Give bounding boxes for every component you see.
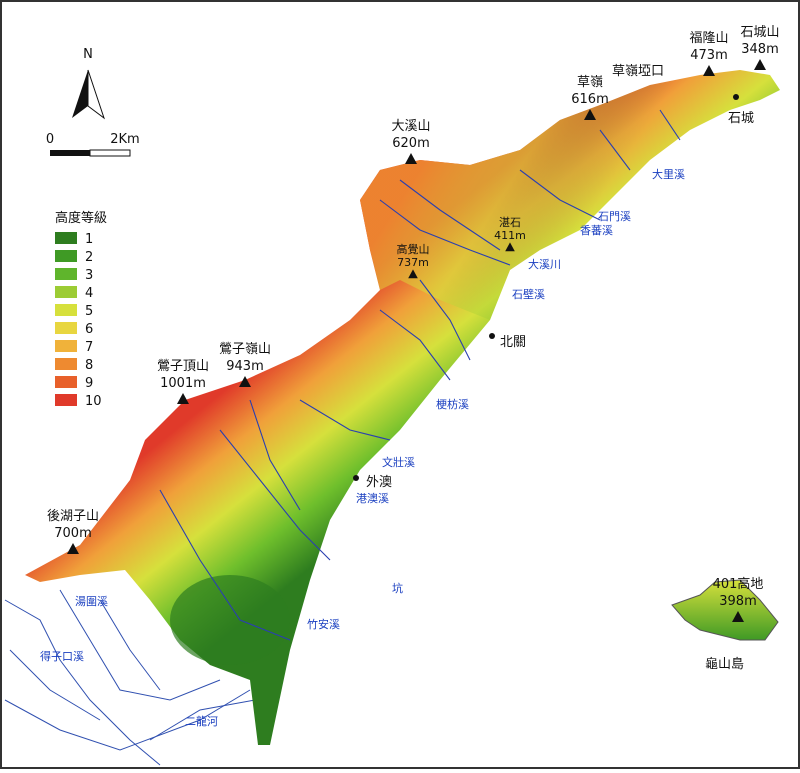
- place: 石城: [728, 111, 754, 126]
- peak-marker: [732, 611, 744, 622]
- legend-label: 5: [85, 304, 93, 319]
- peak-height: 473m: [690, 48, 727, 63]
- peak-name: 大溪山: [391, 119, 430, 134]
- peak-height: 700m: [54, 526, 91, 541]
- peak-marker: [703, 65, 715, 76]
- place: 龜山島: [705, 657, 744, 672]
- peak-marker: [239, 376, 251, 387]
- legend-label: 8: [85, 358, 93, 373]
- legend-label: 3: [85, 268, 93, 283]
- lowland: [170, 575, 290, 665]
- peak-name: 後湖子山: [47, 509, 99, 524]
- land: [25, 70, 780, 745]
- river-label: 石壁溪: [512, 287, 545, 301]
- legend-swatch: [55, 340, 77, 352]
- river-label: 竹安溪: [307, 617, 340, 631]
- legend-swatch: [55, 268, 77, 280]
- peak-marker: [67, 543, 79, 554]
- river-label: 石門溪: [598, 210, 631, 223]
- peak-name: 石城山: [740, 25, 779, 40]
- peak-height: 737m: [397, 256, 429, 269]
- peak-name: 鶯子頂山: [157, 359, 209, 374]
- peak-marker: [505, 242, 515, 252]
- peak-name: 湛石: [499, 216, 521, 229]
- place-dot: [353, 475, 359, 481]
- peak-name: 高覺山: [397, 242, 430, 256]
- legend-swatch: [55, 304, 77, 316]
- peak-marker: [584, 109, 596, 120]
- peak-height: 616m: [571, 92, 608, 107]
- river-label: 坑: [392, 581, 403, 595]
- scale-start: 0: [46, 132, 54, 147]
- peak-height: 1001m: [160, 376, 206, 391]
- river-label: 文壯溪: [382, 455, 415, 469]
- legend-label: 2: [85, 250, 93, 265]
- peak-height: 411m: [494, 229, 526, 242]
- peak-name: 福隆山: [689, 31, 728, 46]
- legend-swatch: [55, 358, 77, 370]
- peak-marker: [177, 393, 189, 404]
- peak-marker: [754, 59, 766, 70]
- peak-name: 草嶺: [577, 75, 603, 90]
- north-arrow: [50, 69, 131, 157]
- legend-label: 4: [85, 286, 93, 301]
- peak-height: 943m: [226, 359, 263, 374]
- legend-label: 1: [85, 232, 93, 247]
- legend-swatch: [55, 322, 77, 334]
- peak-height: 620m: [392, 136, 429, 151]
- north: N: [83, 47, 93, 62]
- plain-rivers: [4, 589, 256, 766]
- legend: 1 2 3 4 5 6 7 8 9 10: [55, 232, 102, 409]
- peak-marker: [408, 269, 418, 279]
- legend-swatch: [55, 376, 77, 388]
- legend-title: 高度等級: [55, 210, 107, 226]
- legend-label: 10: [85, 394, 102, 409]
- place: 北關: [500, 335, 526, 350]
- river-label: 大溪川: [528, 257, 561, 271]
- rivers: [159, 109, 681, 641]
- island: [671, 579, 779, 641]
- river-label: 梗枋溪: [436, 397, 469, 411]
- peak-height: 398m: [719, 594, 756, 609]
- legend-swatch: [55, 286, 77, 298]
- river-label: 港澳溪: [356, 492, 389, 505]
- scale-end: 2Km: [110, 132, 139, 147]
- river-label: 二龍河: [185, 714, 218, 728]
- place: 外澳: [366, 474, 392, 490]
- place-dot: [489, 333, 495, 339]
- legend-swatch: [55, 232, 77, 244]
- peak-height: 348m: [741, 42, 778, 57]
- river-label: 大里溪: [652, 167, 685, 181]
- peak-name: 401高地: [713, 576, 764, 592]
- legend-label: 6: [85, 322, 93, 337]
- legend-label: 7: [85, 340, 93, 355]
- legend-label: 9: [85, 376, 93, 391]
- river-label: 得子口溪: [40, 650, 84, 663]
- legend-swatch: [55, 250, 77, 262]
- river-label: 湯圍溪: [75, 595, 108, 608]
- place: 草嶺埡口: [612, 64, 664, 79]
- peak-marker: [405, 153, 417, 164]
- place-dot: [733, 94, 739, 100]
- river-label: 香蕃溪: [580, 224, 613, 237]
- legend-swatch: [55, 394, 77, 406]
- peak-name: 鶯子嶺山: [219, 342, 271, 357]
